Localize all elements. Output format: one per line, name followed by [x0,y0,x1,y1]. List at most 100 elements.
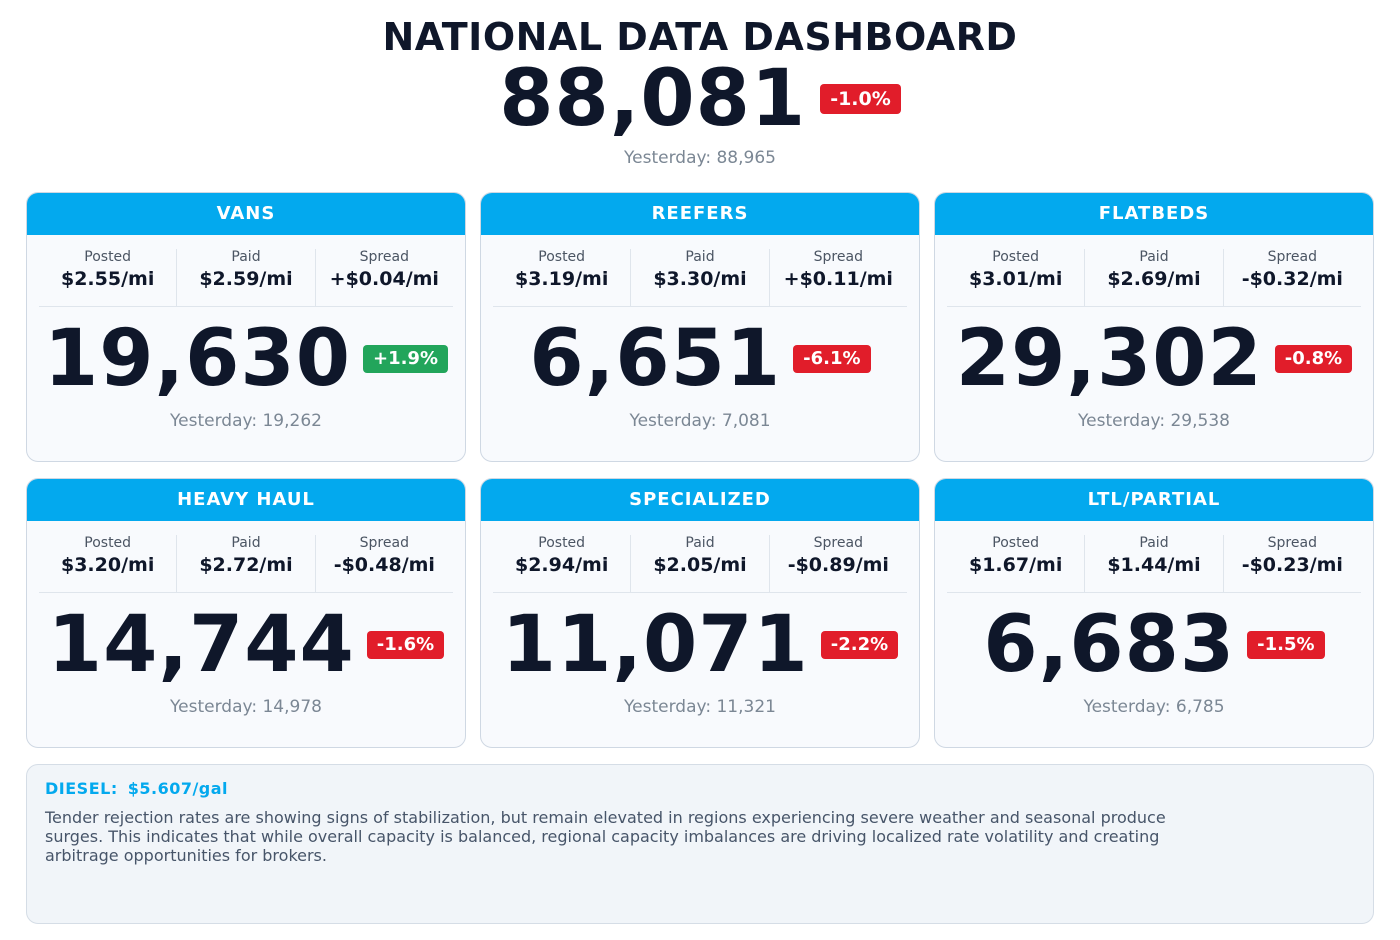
spread-rate: -$0.32/mi [1241,268,1343,290]
rate-stats: Posted $2.94/mi Paid $2.05/mi Spread -$0.89… [493,521,907,593]
load-count-row: 19,630 +1.9% [27,307,465,411]
posted-rate: $2.55/mi [60,268,155,290]
spread-stat: Spread +$0.04/mi [314,249,453,306]
equipment-card-ltl-partial: LTL/PARTIAL Posted $1.67/mi Paid $1.44/mi … [934,478,1374,748]
load-count-row: 14,744 -1.6% [27,593,465,697]
paid-label: Paid [1139,535,1169,551]
paid-stat: Paid $2.69/mi [1084,249,1222,306]
paid-stat: Paid $3.30/mi [630,249,768,306]
posted-rate: $2.94/mi [514,554,609,576]
paid-rate: $3.30/mi [653,268,747,290]
posted-stat: Posted $2.94/mi [493,535,630,592]
posted-stat: Posted $2.55/mi [39,249,176,306]
paid-label: Paid [685,249,715,265]
rate-stats: Posted $3.19/mi Paid $3.30/mi Spread +$0.11… [493,235,907,307]
yesterday-text: Yesterday: 6,785 [1083,697,1225,717]
spread-stat: Spread -$0.89/mi [768,535,907,592]
equipment-card-vans: VANS Posted $2.55/mi Paid $2.59/mi Spread +… [26,192,466,462]
paid-label: Paid [685,535,715,551]
change-badge: -2.2% [820,631,899,659]
equipment-card-specialized: SPECIALIZED Posted $2.94/mi Paid $2.05/mi … [480,478,920,748]
posted-label: Posted [538,535,586,551]
market-commentary: Tender rejection rates are showing signs… [45,808,1166,865]
paid-rate: $2.05/mi [653,554,747,576]
diesel-label: DIESEL: [45,779,118,798]
spread-stat: Spread -$0.32/mi [1222,249,1361,306]
spread-label: Spread [359,249,409,265]
paid-label: Paid [231,535,261,551]
spread-stat: Spread +$0.11/mi [768,249,907,306]
load-count-row: 6,651 -6.1% [481,307,919,411]
change-badge: -1.5% [1247,631,1325,659]
spread-label: Spread [813,535,863,551]
posted-rate: $3.19/mi [514,268,609,290]
paid-stat: Paid $2.72/mi [176,535,314,592]
card-title: SPECIALIZED [481,479,919,521]
paid-stat: Paid $2.05/mi [630,535,768,592]
card-title: HEAVY HAUL [27,479,465,521]
load-count: 6,651 [529,314,782,404]
load-count: 6,683 [983,600,1236,690]
card-title: VANS [27,193,465,235]
spread-rate: -$0.23/mi [1241,554,1343,576]
load-count: 19,630 [43,314,351,404]
equipment-card-flatbeds: FLATBEDS Posted $3.01/mi Paid $2.69/mi Spr… [934,192,1374,462]
total-loads-value: 88,081 [499,54,807,144]
spread-rate: +$0.04/mi [329,268,439,290]
posted-rate: $1.67/mi [968,554,1063,576]
posted-stat: Posted $3.01/mi [947,249,1084,306]
card-title: LTL/PARTIAL [935,479,1373,521]
rate-stats: Posted $3.01/mi Paid $2.69/mi Spread -$0.32… [947,235,1361,307]
load-count: 29,302 [955,314,1263,404]
change-badge: +1.9% [362,345,448,373]
load-count-row: 6,683 -1.5% [935,593,1373,697]
paid-stat: Paid $2.59/mi [176,249,314,306]
posted-label: Posted [84,249,132,265]
change-badge: -0.8% [1274,345,1353,373]
total-loads-row: 88,081 -1.0% [0,60,1400,138]
rate-stats: Posted $1.67/mi Paid $1.44/mi Spread -$0.23… [947,521,1361,593]
load-count-row: 29,302 -0.8% [935,307,1373,411]
spread-label: Spread [1267,535,1317,551]
dashboard-header: NATIONAL DATA DASHBOARD 88,081 -1.0% Yes… [0,14,1400,168]
load-count-row: 11,071 -2.2% [481,593,919,697]
diesel-price: DIESEL: $5.607/gal [45,779,1355,798]
equipment-card-heavy-haul: HEAVY HAUL Posted $3.20/mi Paid $2.72/mi S… [26,478,466,748]
market-summary-panel: DIESEL: $5.607/gal Tender rejection rates… [26,764,1374,924]
rate-stats: Posted $2.55/mi Paid $2.59/mi Spread +$0.04… [39,235,453,307]
paid-label: Paid [231,249,261,265]
posted-rate: $3.01/mi [968,268,1063,290]
card-title: REEFERS [481,193,919,235]
yesterday-text: Yesterday: 19,262 [170,411,322,431]
spread-label: Spread [1267,249,1317,265]
posted-label: Posted [992,249,1040,265]
paid-label: Paid [1139,249,1169,265]
change-badge: -1.6% [366,631,445,659]
yesterday-text: Yesterday: 7,081 [629,411,771,431]
yesterday-text: Yesterday: 14,978 [170,697,322,717]
posted-label: Posted [84,535,132,551]
posted-stat: Posted $3.20/mi [39,535,176,592]
change-badge: -6.1% [793,345,871,373]
posted-stat: Posted $1.67/mi [947,535,1084,592]
paid-rate: $1.44/mi [1107,554,1201,576]
total-yesterday-text: Yesterday: 88,965 [624,148,776,168]
page-title: NATIONAL DATA DASHBOARD [382,15,1018,59]
paid-rate: $2.72/mi [199,554,293,576]
spread-label: Spread [359,535,409,551]
spread-rate: +$0.11/mi [783,268,893,290]
spread-label: Spread [813,249,863,265]
posted-label: Posted [538,249,586,265]
yesterday-text: Yesterday: 29,538 [1078,411,1230,431]
posted-stat: Posted $3.19/mi [493,249,630,306]
load-count: 11,071 [501,600,809,690]
equipment-card-reefers: REEFERS Posted $3.19/mi Paid $3.30/mi Spre… [480,192,920,462]
load-count: 14,744 [47,600,355,690]
card-title: FLATBEDS [935,193,1373,235]
spread-rate: -$0.89/mi [787,554,889,576]
posted-rate: $3.20/mi [60,554,155,576]
spread-stat: Spread -$0.23/mi [1222,535,1361,592]
posted-label: Posted [992,535,1040,551]
total-change-badge: -1.0% [820,84,901,114]
paid-rate: $2.69/mi [1107,268,1201,290]
